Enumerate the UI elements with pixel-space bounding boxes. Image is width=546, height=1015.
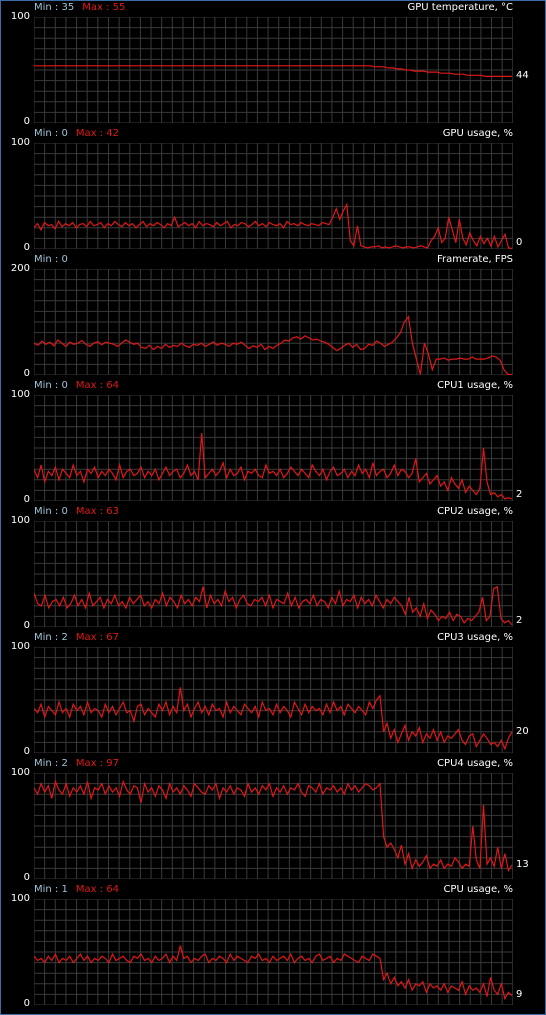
grid (34, 899, 513, 1005)
grid (34, 395, 513, 501)
y-axis-max-label: 100 (10, 515, 30, 526)
current-value: 0 (516, 237, 523, 248)
y-axis-max-label: 100 (10, 893, 30, 904)
min-max-readout: Min : 35 Max : 55 (34, 2, 125, 14)
gpu-usage-plot (34, 143, 513, 249)
cpu-usage-panel: Min : 1 Max : 64 CPU usage, % 100 0 9 (1, 883, 545, 1009)
max-value: Max : 67 (75, 632, 119, 643)
y-axis-min-label: 0 (23, 368, 30, 379)
metric-title: CPU3 usage, % (437, 632, 513, 643)
grid (34, 269, 513, 375)
y-axis-min-label: 0 (23, 494, 30, 505)
metric-title: GPU temperature, °C (407, 2, 513, 13)
framerate-fps-series-line (34, 315, 512, 375)
current-value: 20 (516, 725, 529, 737)
min-value: Min : 35 (34, 2, 75, 13)
cpu4-usage-panel: Min : 2 Max : 97 CPU4 usage, % 100 0 13 (1, 757, 545, 883)
metric-title: CPU4 usage, % (437, 758, 513, 769)
max-value: Max : 63 (75, 506, 119, 517)
min-value: Min : 0 (34, 380, 68, 391)
min-max-readout: Min : 0 Max : 64 (34, 380, 119, 392)
cpu4-usage-series-line (34, 779, 513, 873)
cpu-usage-series-line (34, 945, 513, 1001)
y-axis-min-label: 0 (23, 242, 30, 253)
y-axis-max-label: 100 (10, 11, 30, 22)
max-value: Max : 55 (82, 2, 126, 13)
min-value: Min : 0 (34, 506, 68, 517)
cpu-usage-plot (34, 899, 513, 1005)
current-value: 2 (516, 615, 523, 626)
min-value: Min : 0 (34, 254, 68, 265)
metric-title: GPU usage, % (442, 128, 513, 139)
metric-title: CPU usage, % (443, 884, 513, 895)
current-value: 2 (516, 489, 523, 500)
grid (34, 647, 513, 753)
gpu-usage-series-line (34, 202, 513, 249)
grid (34, 773, 513, 879)
cpu3-usage-series-line (34, 687, 513, 751)
cpu1-usage-panel: Min : 0 Max : 64 CPU1 usage, % 100 0 2 (1, 379, 545, 505)
gpu-temperature-c-series-line (34, 65, 512, 78)
min-max-readout: Min : 0 Max : 42 (34, 128, 119, 140)
y-axis-min-label: 0 (23, 116, 30, 127)
min-max-readout: Min : 0 Max : 63 (34, 506, 119, 518)
metric-title: CPU1 usage, % (437, 380, 513, 391)
framerate-fps-panel: Min : 0 Framerate, FPS 200 0 (1, 253, 545, 379)
y-axis-max-label: 100 (10, 641, 30, 652)
y-axis-min-label: 0 (23, 998, 30, 1009)
y-axis-min-label: 0 (23, 746, 30, 757)
max-value: Max : 64 (75, 884, 119, 895)
min-value: Min : 0 (34, 128, 68, 139)
framerate-fps-plot (34, 269, 513, 375)
max-value: Max : 42 (75, 128, 119, 139)
min-max-readout: Min : 1 Max : 64 (34, 884, 119, 896)
gpu-temperature-c-panel: Min : 35 Max : 55 GPU temperature, °C 100 0 4… (1, 1, 545, 127)
y-axis-max-label: 100 (10, 137, 30, 148)
grid (34, 143, 513, 249)
min-max-readout: Min : 2 Max : 67 (34, 632, 119, 644)
min-max-readout: Min : 0 (34, 254, 68, 266)
gpu-usage-panel: Min : 0 Max : 42 GPU usage, % 100 0 0 (1, 127, 545, 253)
gpu-temperature-c-plot (34, 17, 513, 123)
metric-title: Framerate, FPS (437, 254, 513, 265)
current-value: 44 (516, 70, 529, 82)
y-axis-max-label: 200 (10, 263, 30, 274)
metric-title: CPU2 usage, % (437, 506, 513, 517)
min-value: Min : 2 (34, 632, 68, 643)
cpu4-usage-plot (34, 773, 513, 879)
min-value: Min : 2 (34, 758, 68, 769)
grid (34, 521, 513, 627)
current-value: 13 (516, 859, 529, 871)
min-value: Min : 1 (34, 884, 68, 895)
y-axis-max-label: 100 (10, 767, 30, 778)
cpu1-usage-plot (34, 395, 513, 501)
current-value: 9 (516, 989, 523, 1001)
max-value: Max : 97 (75, 758, 119, 769)
cpu1-usage-series-line (34, 433, 513, 500)
y-axis-max-label: 100 (10, 389, 30, 400)
cpu2-usage-panel: Min : 0 Max : 63 CPU2 usage, % 100 0 2 (1, 505, 545, 631)
max-value: Max : 64 (75, 380, 119, 391)
cpu3-usage-panel: Min : 2 Max : 67 CPU3 usage, % 100 0 20 (1, 631, 545, 757)
cpu3-usage-plot (34, 647, 513, 753)
grid (34, 17, 513, 123)
cpu2-usage-series-line (34, 585, 513, 626)
min-max-readout: Min : 2 Max : 97 (34, 758, 119, 770)
cpu2-usage-plot (34, 521, 513, 627)
y-axis-min-label: 0 (23, 620, 30, 631)
y-axis-min-label: 0 (23, 872, 30, 883)
